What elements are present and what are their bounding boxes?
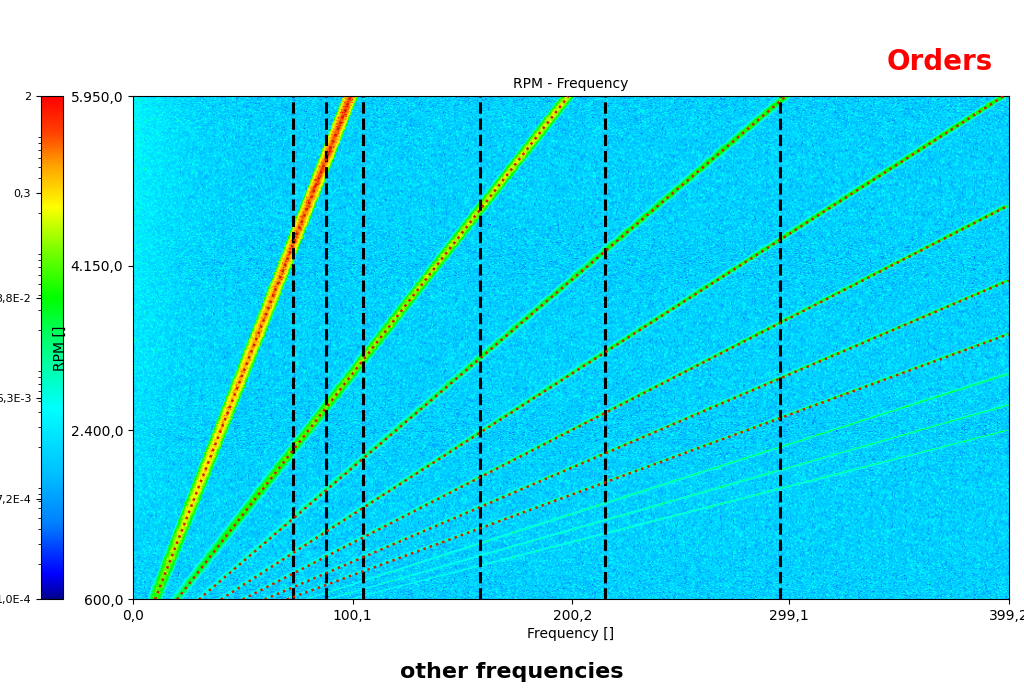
- Title: RPM - Frequency: RPM - Frequency: [513, 77, 629, 91]
- Text: other frequencies: other frequencies: [400, 662, 624, 682]
- Y-axis label: RPM []: RPM []: [52, 325, 67, 371]
- Text: Orders: Orders: [887, 48, 993, 76]
- X-axis label: Frequency []: Frequency []: [527, 627, 614, 641]
